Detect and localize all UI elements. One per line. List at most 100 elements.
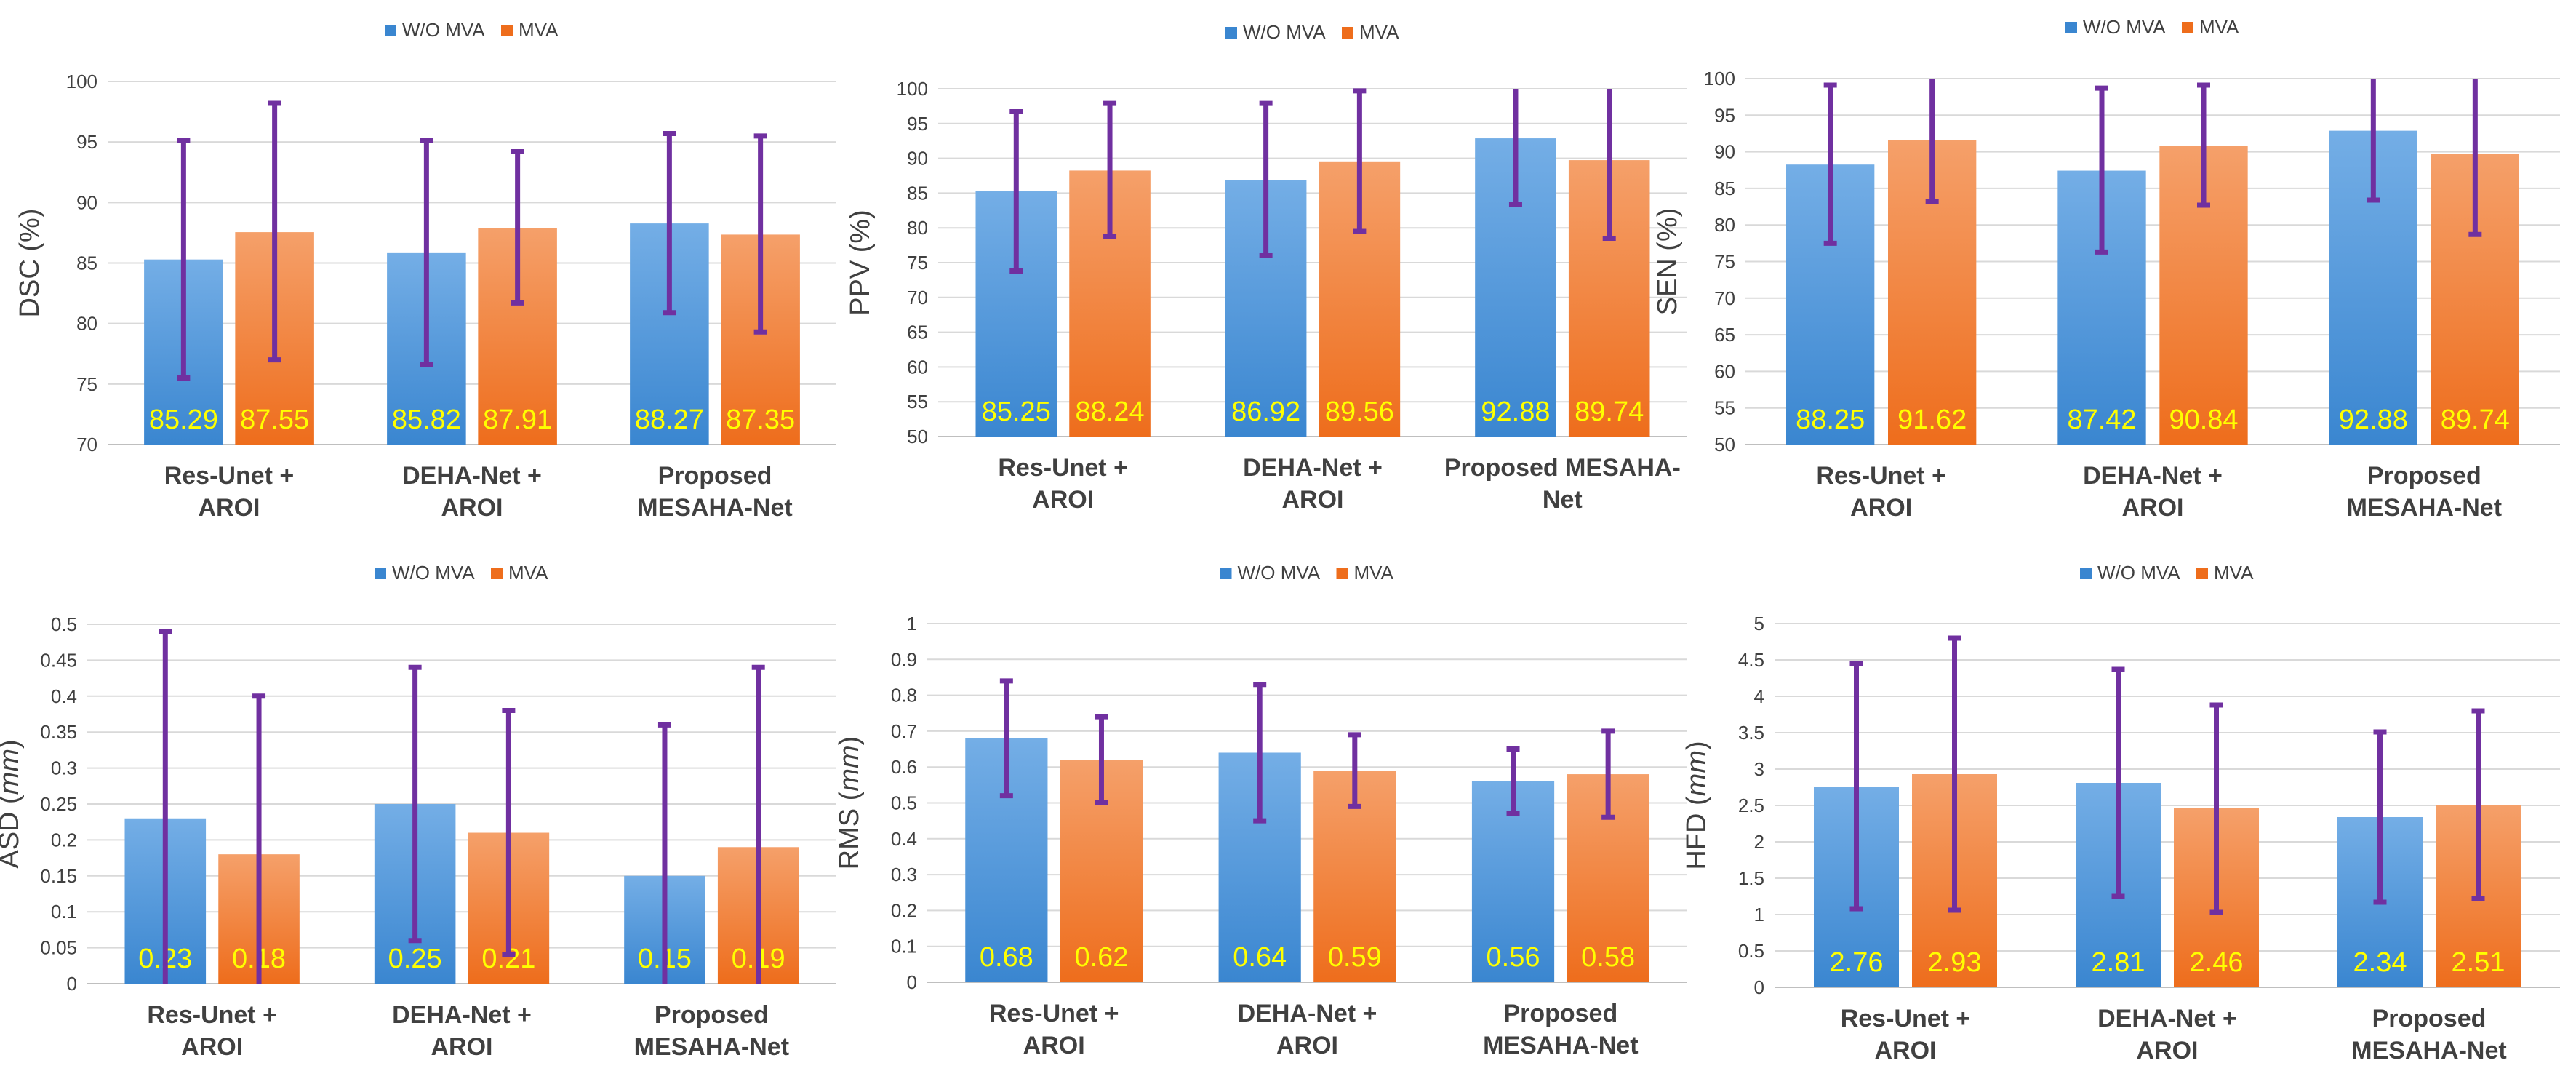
- error-bar: [2197, 82, 2210, 208]
- data-label: 0.56: [1487, 942, 1540, 973]
- y-tick-label: 60: [907, 356, 928, 378]
- error-bar: [2209, 702, 2223, 915]
- error-bar: [1353, 88, 1367, 234]
- x-category-label-line: AROI: [1023, 1032, 1085, 1059]
- y-tick-label: 0.05: [40, 937, 77, 959]
- x-category-label: Res-Unet + AROI: [998, 454, 1128, 514]
- y-tick-label: 0.4: [891, 828, 917, 850]
- legend-swatch-mva: [1342, 27, 1353, 39]
- error-bar: [502, 708, 516, 957]
- y-tick-label: 80: [1714, 214, 1735, 236]
- chart-panel-1: 70 75 80 85 90 95 100 DSC (%) W/O MVA MVA 85.29 87.…: [15, 19, 836, 522]
- y-axis-title-close: ): [1681, 741, 1712, 750]
- y-axis-title-text: RMS (: [834, 791, 865, 869]
- y-tick-label: 65: [1714, 324, 1735, 346]
- data-label: 2.76: [1830, 947, 1884, 978]
- legend-swatch-mva: [2196, 568, 2208, 579]
- y-tick-label: 50: [907, 426, 928, 447]
- chart-panel-3: 50 55 60 65 70 75 80 85 90 95 100 SEN (%) W/O MVA MVA…: [1652, 16, 2560, 522]
- y-axis-title-unit: mm: [1681, 750, 1712, 796]
- legend-swatch-wo-mva: [375, 568, 386, 579]
- y-tick-label: 95: [1714, 104, 1735, 126]
- legend-label-mva: MVA: [1354, 562, 1394, 584]
- x-category-label: Res-Unet + AROI: [1841, 1005, 1971, 1064]
- y-axis-title: HFD (mm): [1681, 741, 1712, 869]
- y-tick-label: 0.5: [51, 613, 77, 635]
- data-label: 2.93: [1928, 947, 1982, 978]
- x-category-label: Res-Unet + AROI: [989, 1000, 1119, 1059]
- y-axis-title: DSC (%): [15, 209, 45, 318]
- x-category-label-line: Proposed: [655, 1001, 769, 1029]
- y-axis-title: ASD (mm): [0, 739, 25, 868]
- data-label: 89.56: [1325, 397, 1394, 427]
- y-tick-label: 80: [907, 217, 928, 239]
- error-bar: [268, 100, 281, 363]
- x-category-label: Proposed MESAHA- Net: [1444, 454, 1681, 514]
- y-tick-label: 0.45: [40, 649, 77, 671]
- data-label: 2.34: [2353, 947, 2407, 978]
- x-category-label: DEHA-Net + AROI: [392, 1001, 532, 1061]
- legend-swatch-wo-mva: [2080, 568, 2092, 579]
- y-tick-label: 2: [1754, 831, 1764, 853]
- data-label: 0.58: [1581, 942, 1635, 973]
- y-tick-label: 0.8: [891, 685, 917, 706]
- legend-label-wo-mva: W/O MVA: [2097, 562, 2180, 584]
- x-category-label-line: AROI: [2122, 494, 2184, 522]
- x-category-label-line: MESAHA-Net: [2351, 1037, 2506, 1064]
- error-bar: [420, 138, 433, 367]
- x-category-label-line: Res-Unet +: [147, 1001, 277, 1029]
- error-bar: [1095, 714, 1108, 805]
- y-axis-title-text: DSC (%): [15, 209, 45, 318]
- x-category-label: DEHA-Net + AROI: [2097, 1005, 2237, 1064]
- x-category-label-line: Proposed: [2367, 462, 2481, 490]
- x-category-label: DEHA-Net + AROI: [2083, 462, 2223, 522]
- legend-swatch-mva: [501, 25, 513, 36]
- legend-label-wo-mva: W/O MVA: [392, 562, 475, 584]
- y-tick-label: 5: [1754, 613, 1764, 634]
- y-tick-label: 70: [76, 434, 97, 455]
- x-category-label: Res-Unet + AROI: [147, 1001, 277, 1061]
- y-tick-label: 2.5: [1738, 795, 1764, 816]
- y-tick-label: 70: [907, 287, 928, 308]
- error-bar: [252, 693, 266, 984]
- y-tick-label: 4: [1754, 685, 1764, 707]
- x-category-label-line: Proposed MESAHA-: [1444, 454, 1681, 482]
- y-tick-label: 0.5: [1738, 940, 1764, 962]
- error-bar: [1823, 82, 1837, 246]
- y-tick-label: 80: [76, 313, 97, 335]
- error-bar: [1602, 89, 1616, 242]
- x-category-label-line: Proposed: [1503, 1000, 1617, 1027]
- y-axis-title-unit: mm: [0, 749, 25, 795]
- x-category-label: DEHA-Net + AROI: [1243, 454, 1383, 514]
- x-category-label-line: AROI: [431, 1033, 493, 1061]
- data-label: 0.62: [1074, 942, 1128, 973]
- x-category-label: Proposed MESAHA-Net: [2351, 1005, 2506, 1064]
- error-bar: [1103, 100, 1117, 239]
- x-category-label-line: AROI: [1032, 486, 1094, 514]
- y-tick-label: 100: [897, 78, 928, 100]
- y-tick-label: 0: [67, 973, 77, 995]
- legend-label-mva: MVA: [519, 19, 559, 41]
- error-bar: [1348, 732, 1361, 809]
- y-tick-label: 4.5: [1738, 649, 1764, 671]
- data-label: 0.64: [1233, 942, 1287, 973]
- error-bar: [1253, 682, 1267, 824]
- error-bar: [511, 148, 524, 306]
- chart-panel-5: 0 0.1 0.2 0.3 0.4 0.5 0.6 0.7 0.8 0.9 1 RMS (mm) W/O…: [834, 562, 1687, 1059]
- x-category-label-line: AROI: [1850, 494, 1912, 522]
- chart-panel-4: 0 0.05 0.1 0.15 0.2 0.25 0.3 0.35 0.4 0.45 0.5 ASD …: [0, 562, 836, 1061]
- y-tick-label: 95: [76, 131, 97, 153]
- y-tick-label: 0.1: [891, 936, 917, 957]
- x-category-label: Proposed MESAHA-Net: [2347, 462, 2502, 522]
- legend-label-wo-mva: W/O MVA: [1238, 562, 1321, 584]
- y-tick-label: 70: [1714, 287, 1735, 309]
- legend: W/O MVA MVA: [2080, 562, 2254, 584]
- y-axis-title-text: PPV (%): [845, 210, 876, 316]
- error-bar: [2471, 708, 2485, 901]
- y-tick-label: 0.3: [891, 864, 917, 885]
- data-label: 0.59: [1328, 942, 1382, 973]
- y-tick-label: 0: [907, 971, 917, 993]
- legend: W/O MVA MVA: [1225, 21, 1399, 43]
- data-label: 89.74: [2441, 405, 2510, 435]
